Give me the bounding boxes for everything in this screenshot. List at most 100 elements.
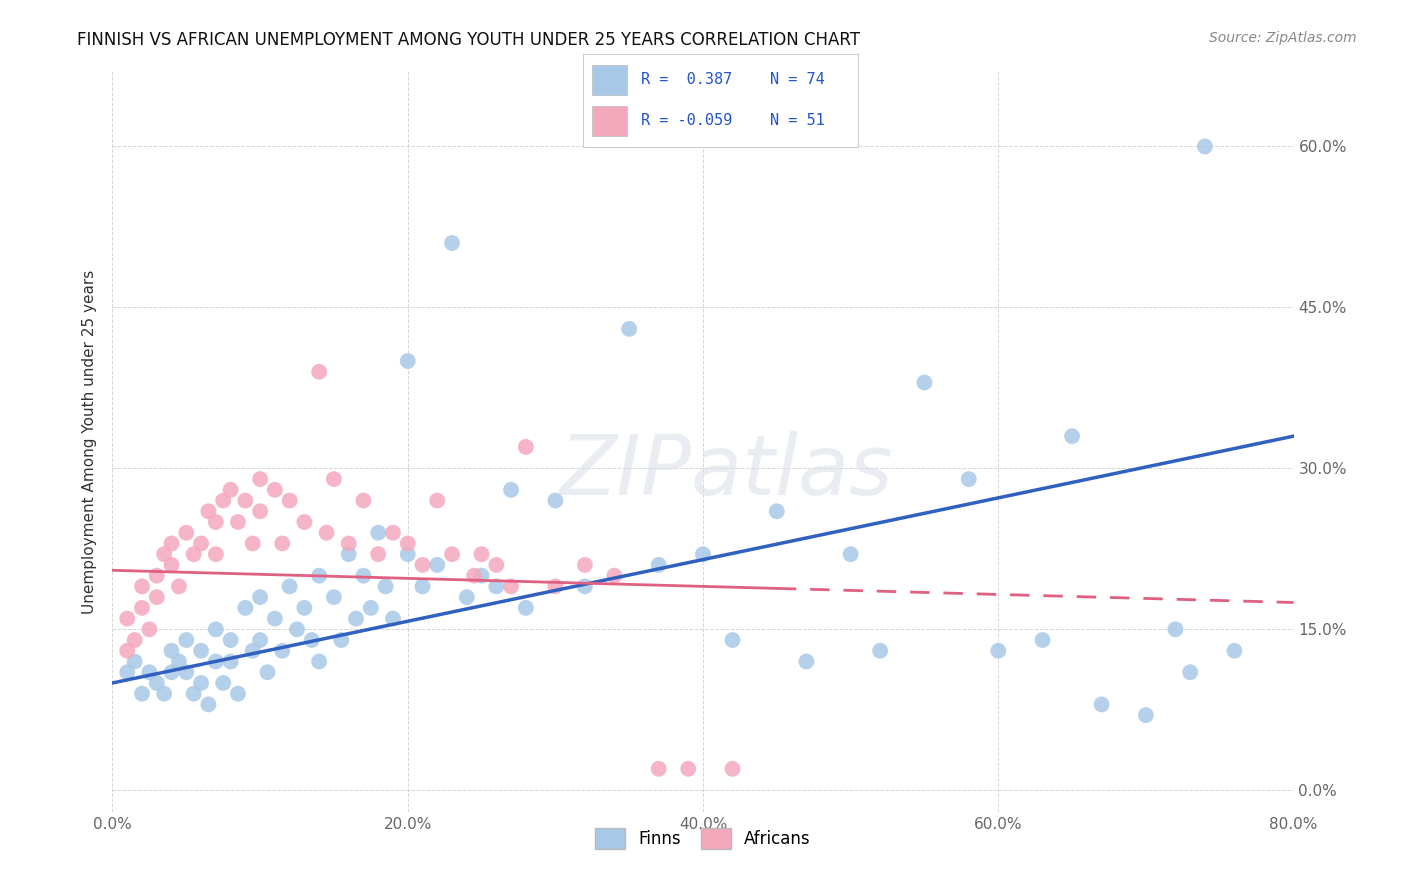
Point [1032,633,1054,648]
Text: N = 51: N = 51 [770,113,825,128]
Point [183,547,205,561]
Point [197,504,219,518]
Point [367,525,389,540]
Point [117,644,138,658]
Point [315,525,337,540]
Point [367,547,389,561]
Point [160,644,183,658]
Point [456,590,478,604]
Point [396,354,419,368]
Point [146,568,169,582]
Point [271,644,294,658]
Point [330,633,353,648]
Point [360,600,382,615]
Point [131,579,153,593]
Text: Source: ZipAtlas.com: Source: ZipAtlas.com [1209,31,1357,45]
Point [256,665,278,680]
Point [174,525,197,540]
Point [1062,429,1084,443]
Point [382,525,405,540]
Point [344,611,367,625]
Text: R =  0.387: R = 0.387 [641,72,733,87]
Point [160,665,183,680]
Point [160,536,183,550]
Point [219,633,242,648]
Point [515,440,537,454]
Point [219,655,242,669]
Point [574,579,596,593]
Point [323,590,346,604]
Point [233,493,256,508]
Point [515,600,537,615]
Point [285,623,308,637]
Point [190,644,212,658]
Point [131,687,153,701]
Text: N = 74: N = 74 [770,72,825,87]
Point [174,633,197,648]
Point [1091,698,1114,712]
Point [153,687,176,701]
Point [212,493,235,508]
Point [957,472,980,486]
Point [138,665,160,680]
Point [337,547,360,561]
Point [167,655,190,669]
Point [183,687,205,701]
Point [411,579,433,593]
Point [242,644,264,658]
Point [205,655,228,669]
Point [544,493,567,508]
Point [603,568,626,582]
Point [441,547,464,561]
Point [124,633,146,648]
Point [292,600,315,615]
Point [485,579,508,593]
Bar [592,65,627,95]
Point [249,590,271,604]
Point [292,515,315,529]
Point [647,558,671,572]
Point [205,623,228,637]
Point [205,515,228,529]
Point [117,611,138,625]
Point [138,623,160,637]
Point [146,676,169,690]
Point [205,547,228,561]
Point [470,547,494,561]
Point [501,579,523,593]
Point [249,504,271,518]
Point [271,536,294,550]
Point [396,536,419,550]
Bar [592,106,627,136]
Point [501,483,523,497]
Point [619,322,641,336]
Point [463,568,485,582]
Text: ZIPatlas: ZIPatlas [560,431,893,512]
Point [249,633,271,648]
Text: FINNISH VS AFRICAN UNEMPLOYMENT AMONG YOUTH UNDER 25 YEARS CORRELATION CHART: FINNISH VS AFRICAN UNEMPLOYMENT AMONG YO… [77,31,860,49]
Point [1194,139,1216,153]
Point [226,515,249,529]
Point [190,536,212,550]
Point [301,633,323,648]
Point [278,493,301,508]
Y-axis label: Unemployment Among Youth under 25 years: Unemployment Among Youth under 25 years [82,269,97,614]
Point [190,676,212,690]
Point [839,547,862,561]
Point [264,611,287,625]
Point [131,600,153,615]
Point [352,493,374,508]
Point [796,655,818,669]
Text: R = -0.059: R = -0.059 [641,113,733,128]
Point [174,665,197,680]
Point [470,568,494,582]
Point [374,579,396,593]
Point [485,558,508,572]
Point [264,483,287,497]
Point [308,365,330,379]
Legend: Finns, Africans: Finns, Africans [588,822,818,855]
Point [766,504,789,518]
Point [167,579,190,593]
Point [308,655,330,669]
Point [721,762,744,776]
